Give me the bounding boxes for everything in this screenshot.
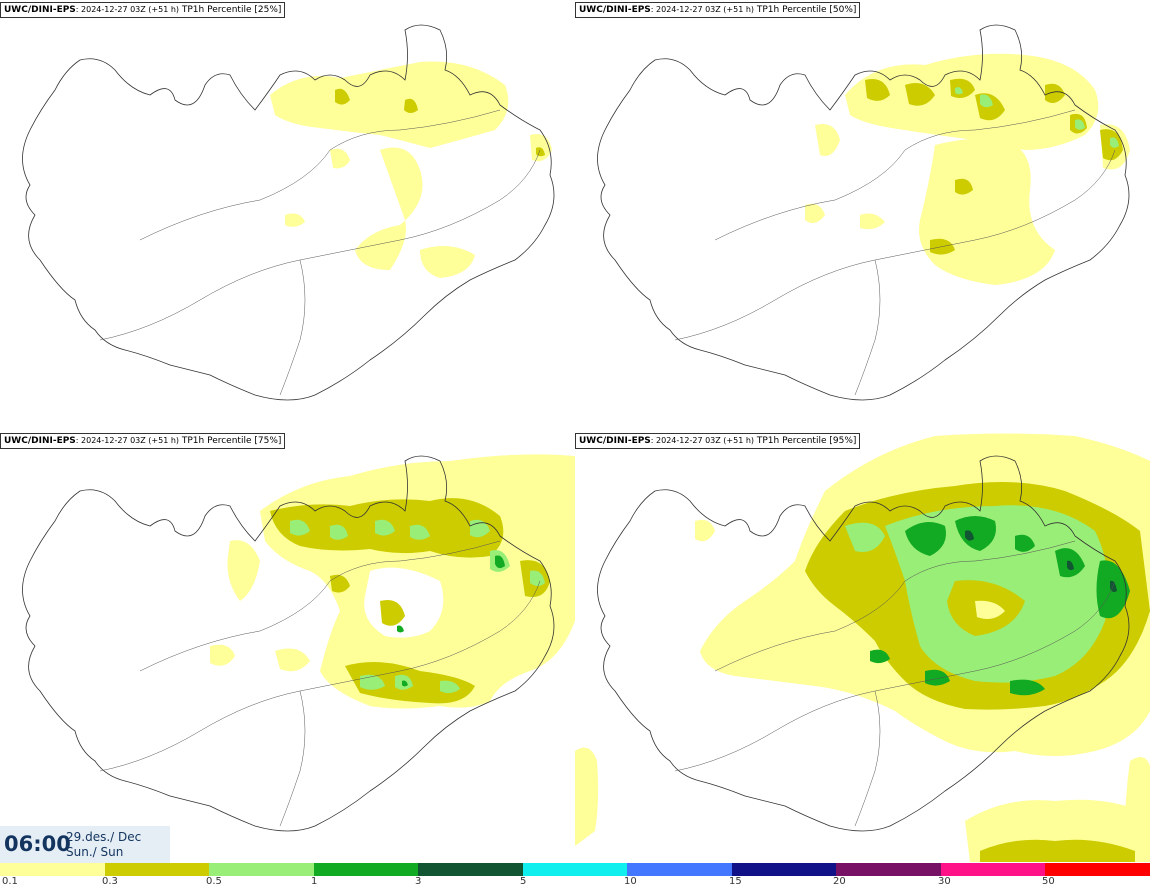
run-time: : 2024-12-27 03Z (+51 h) — [650, 436, 755, 445]
precip-field — [270, 61, 552, 278]
precip-field — [805, 53, 1130, 285]
iceland-coastline — [597, 24, 1130, 401]
model-name: UWC/DINI-EPS — [579, 5, 651, 15]
iceland-coastline — [597, 455, 1130, 832]
colorbar-segment — [836, 863, 941, 876]
colorbar-tick-label: 10 — [624, 876, 637, 887]
field-description: TP1h Percentile [75%] — [179, 436, 282, 446]
precip-field — [210, 454, 575, 709]
panel-title: UWC/DINI-EPS: 2024-12-27 03Z (+51 h) TP1… — [575, 2, 861, 18]
map-panel-50: UWC/DINI-EPS: 2024-12-27 03Z (+51 h) TP1… — [575, 0, 1150, 431]
run-time: : 2024-12-27 03Z (+51 h) — [75, 436, 180, 445]
colorbar-segment — [418, 863, 523, 876]
colorbar-segment — [940, 863, 1046, 876]
field-description: TP1h Percentile [95%] — [754, 436, 857, 446]
valid-date-line1: 29.des./ Dec — [66, 830, 142, 844]
colorbar-ticks: 0.1 0.3 0.5 1 3 5 10 15 20 30 50 — [0, 876, 1150, 890]
model-name: UWC/DINI-EPS — [579, 436, 651, 446]
colorbar-segment — [0, 863, 105, 876]
panel-title: UWC/DINI-EPS: 2024-12-27 03Z (+51 h) TP1… — [0, 2, 286, 18]
roads — [674, 109, 1116, 396]
precip-field — [575, 433, 1150, 862]
map-view-50 — [597, 24, 1130, 401]
run-time: : 2024-12-27 03Z (+51 h) — [75, 5, 180, 14]
panel-title: UWC/DINI-EPS: 2024-12-27 03Z (+51 h) TP1… — [575, 433, 861, 449]
colorbar-tick-label: 15 — [729, 876, 742, 887]
run-time: : 2024-12-27 03Z (+51 h) — [650, 5, 755, 14]
colorbar-segment — [313, 863, 419, 876]
colorbar-segment — [209, 863, 314, 876]
roads — [674, 540, 1116, 827]
colorbar-tick-label: 0.3 — [102, 876, 118, 887]
panel-title: UWC/DINI-EPS: 2024-12-27 03Z (+51 h) TP1… — [0, 433, 286, 449]
iceland-coastline — [22, 24, 555, 401]
map-panel-25: UWC/DINI-EPS: 2024-12-27 03Z (+51 h) TP1… — [0, 0, 575, 431]
iceland-coastline — [22, 455, 555, 832]
colorbar-tick-label: 20 — [833, 876, 846, 887]
colorbar-segment — [731, 863, 837, 876]
map-view-75 — [22, 454, 575, 832]
map-view-95 — [575, 433, 1150, 862]
colorbar-tick-label: 0.5 — [206, 876, 222, 887]
map-panel-95: UWC/DINI-EPS: 2024-12-27 03Z (+51 h) TP1… — [575, 431, 1150, 862]
model-name: UWC/DINI-EPS — [4, 436, 76, 446]
roads — [99, 109, 541, 396]
colorbar-tick-label: 30 — [938, 876, 951, 887]
precip-colorbar — [0, 863, 1150, 876]
colorbar-tick-label: 3 — [415, 876, 422, 887]
roads — [99, 540, 541, 827]
colorbar-segment — [627, 863, 732, 876]
colorbar-tick-label: 50 — [1042, 876, 1055, 887]
colorbar-tick-label: 1 — [311, 876, 318, 887]
model-name: UWC/DINI-EPS — [4, 5, 76, 15]
map-panel-75: UWC/DINI-EPS: 2024-12-27 03Z (+51 h) TP1… — [0, 431, 575, 862]
colorbar-segment — [104, 863, 210, 876]
valid-time-box: 06:00 29.des./ Dec Sun./ Sun — [0, 826, 170, 863]
valid-time: 06:00 — [4, 832, 71, 856]
field-description: TP1h Percentile [50%] — [754, 5, 857, 15]
colorbar-segment — [1045, 863, 1150, 876]
field-description: TP1h Percentile [25%] — [179, 5, 282, 15]
colorbar-tick-label: 5 — [520, 876, 527, 887]
map-view-25 — [22, 24, 555, 401]
colorbar-segment — [522, 863, 628, 876]
valid-date-line2: Sun./ Sun — [66, 845, 124, 859]
valid-date: 29.des./ Dec Sun./ Sun — [66, 830, 141, 860]
colorbar-tick-label: 0.1 — [2, 876, 18, 887]
